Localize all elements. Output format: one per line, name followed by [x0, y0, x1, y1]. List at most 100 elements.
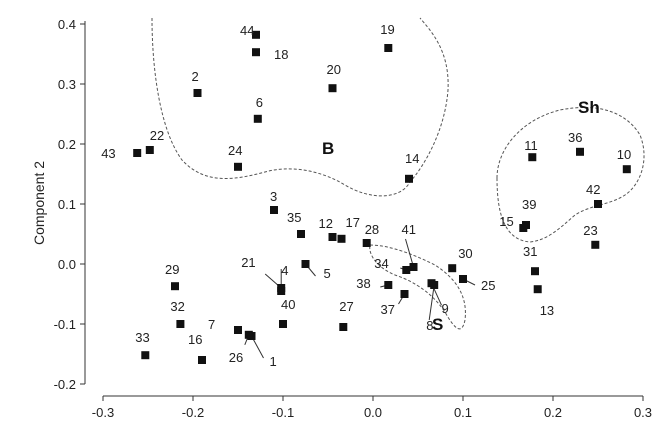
data-point	[133, 149, 142, 157]
point-label: 10	[617, 147, 631, 162]
leader-line	[428, 284, 435, 321]
data-point	[279, 320, 287, 328]
data-point	[522, 221, 530, 229]
group-boundaries	[151, 17, 645, 330]
point-label: 9	[442, 301, 449, 316]
data-point	[252, 48, 260, 57]
point-label: 15	[499, 214, 513, 229]
x-tick-label: 0.3	[634, 405, 652, 420]
point-label: 36	[568, 130, 582, 145]
point-label: 38	[356, 276, 370, 291]
group-s-boundary	[369, 244, 466, 330]
data-point	[362, 239, 371, 247]
data-point	[176, 320, 185, 328]
point-label: 18	[274, 47, 288, 62]
point-label: 28	[365, 222, 379, 237]
point-label: 44	[240, 23, 254, 38]
x-tick-label: -0.3	[92, 405, 114, 420]
data-point	[594, 200, 602, 208]
point-label: 14	[405, 151, 419, 166]
data-point	[402, 266, 411, 274]
point-label: 24	[228, 143, 242, 158]
point-label: 19	[380, 22, 394, 37]
point-label: 25	[481, 278, 495, 293]
y-tick-label: 0.1	[58, 197, 76, 212]
x-ticks: -0.3 -0.2 -0.1 0.0 0.1 0.2 0.3	[92, 396, 652, 420]
point-label: 43	[101, 146, 115, 161]
point-label: 21	[241, 255, 255, 270]
data-point	[622, 165, 631, 174]
point-label: 40	[281, 297, 295, 312]
data-point	[171, 282, 179, 291]
data-point	[528, 153, 537, 162]
data-point	[234, 162, 242, 171]
data-point	[301, 260, 310, 268]
point-label: 37	[381, 302, 395, 317]
y-tick-label: 0.4	[58, 17, 76, 32]
data-point	[459, 275, 467, 283]
leader-lines	[244, 238, 476, 359]
data-point	[297, 230, 305, 238]
x-tick-label: 0.0	[364, 405, 382, 420]
point-label: 11	[524, 138, 538, 153]
point-label: 31	[523, 244, 537, 259]
y-tick-label: -0.2	[54, 377, 76, 392]
data-point	[193, 89, 202, 97]
y-axis-label: Component 2	[31, 161, 47, 245]
y-ticks: -0.2 -0.1 0.0 0.1 0.2 0.3 0.4	[54, 17, 85, 392]
data-point	[400, 290, 409, 298]
data-point	[448, 264, 457, 273]
data-points	[133, 30, 631, 364]
data-point	[145, 146, 154, 154]
data-point	[244, 330, 253, 339]
x-tick-label: -0.2	[182, 405, 204, 420]
group-label-b: B	[322, 139, 334, 158]
plot-frame	[84, 21, 643, 397]
data-point	[576, 147, 584, 156]
point-label: 22	[150, 128, 164, 143]
point-label: 20	[327, 62, 341, 77]
point-label: 7	[208, 317, 215, 332]
point-label: 26	[229, 350, 243, 365]
y-tick-label: -0.1	[54, 317, 76, 332]
data-point	[234, 326, 242, 334]
point-label: 23	[583, 223, 597, 238]
group-sh-boundary	[496, 107, 645, 243]
point-label: 4	[281, 263, 288, 278]
point-label: 29	[165, 262, 179, 277]
point-label: 39	[522, 197, 536, 212]
point-label: 27	[339, 299, 353, 314]
data-point	[531, 267, 539, 276]
point-label: 17	[346, 215, 360, 230]
x-tick-label: -0.1	[272, 405, 294, 420]
data-point	[339, 323, 348, 331]
point-label: 41	[402, 222, 416, 237]
point-label: 3	[270, 189, 277, 204]
point-label: 5	[324, 266, 331, 281]
group-b-boundary	[151, 17, 449, 197]
group-label-sh: Sh	[578, 98, 600, 117]
data-point	[533, 285, 542, 294]
data-point	[337, 234, 346, 243]
point-label: 30	[458, 246, 472, 261]
group-label-s: S	[432, 315, 443, 334]
point-label: 6	[256, 95, 263, 110]
data-point	[277, 284, 286, 292]
point-label: 32	[170, 299, 184, 314]
point-label: 1	[270, 354, 277, 369]
x-tick-label: 0.2	[544, 405, 562, 420]
data-point	[328, 233, 337, 241]
point-label: 12	[319, 216, 333, 231]
point-label: 2	[192, 69, 199, 84]
point-label: 16	[188, 332, 202, 347]
point-label: 42	[586, 182, 600, 197]
data-point	[427, 279, 436, 288]
leader-line	[405, 238, 414, 268]
point-label: 34	[374, 256, 388, 271]
point-label: 13	[540, 303, 554, 318]
data-point	[405, 174, 413, 183]
y-tick-label: 0.3	[58, 77, 76, 92]
data-point	[328, 84, 337, 93]
data-point	[384, 281, 393, 289]
